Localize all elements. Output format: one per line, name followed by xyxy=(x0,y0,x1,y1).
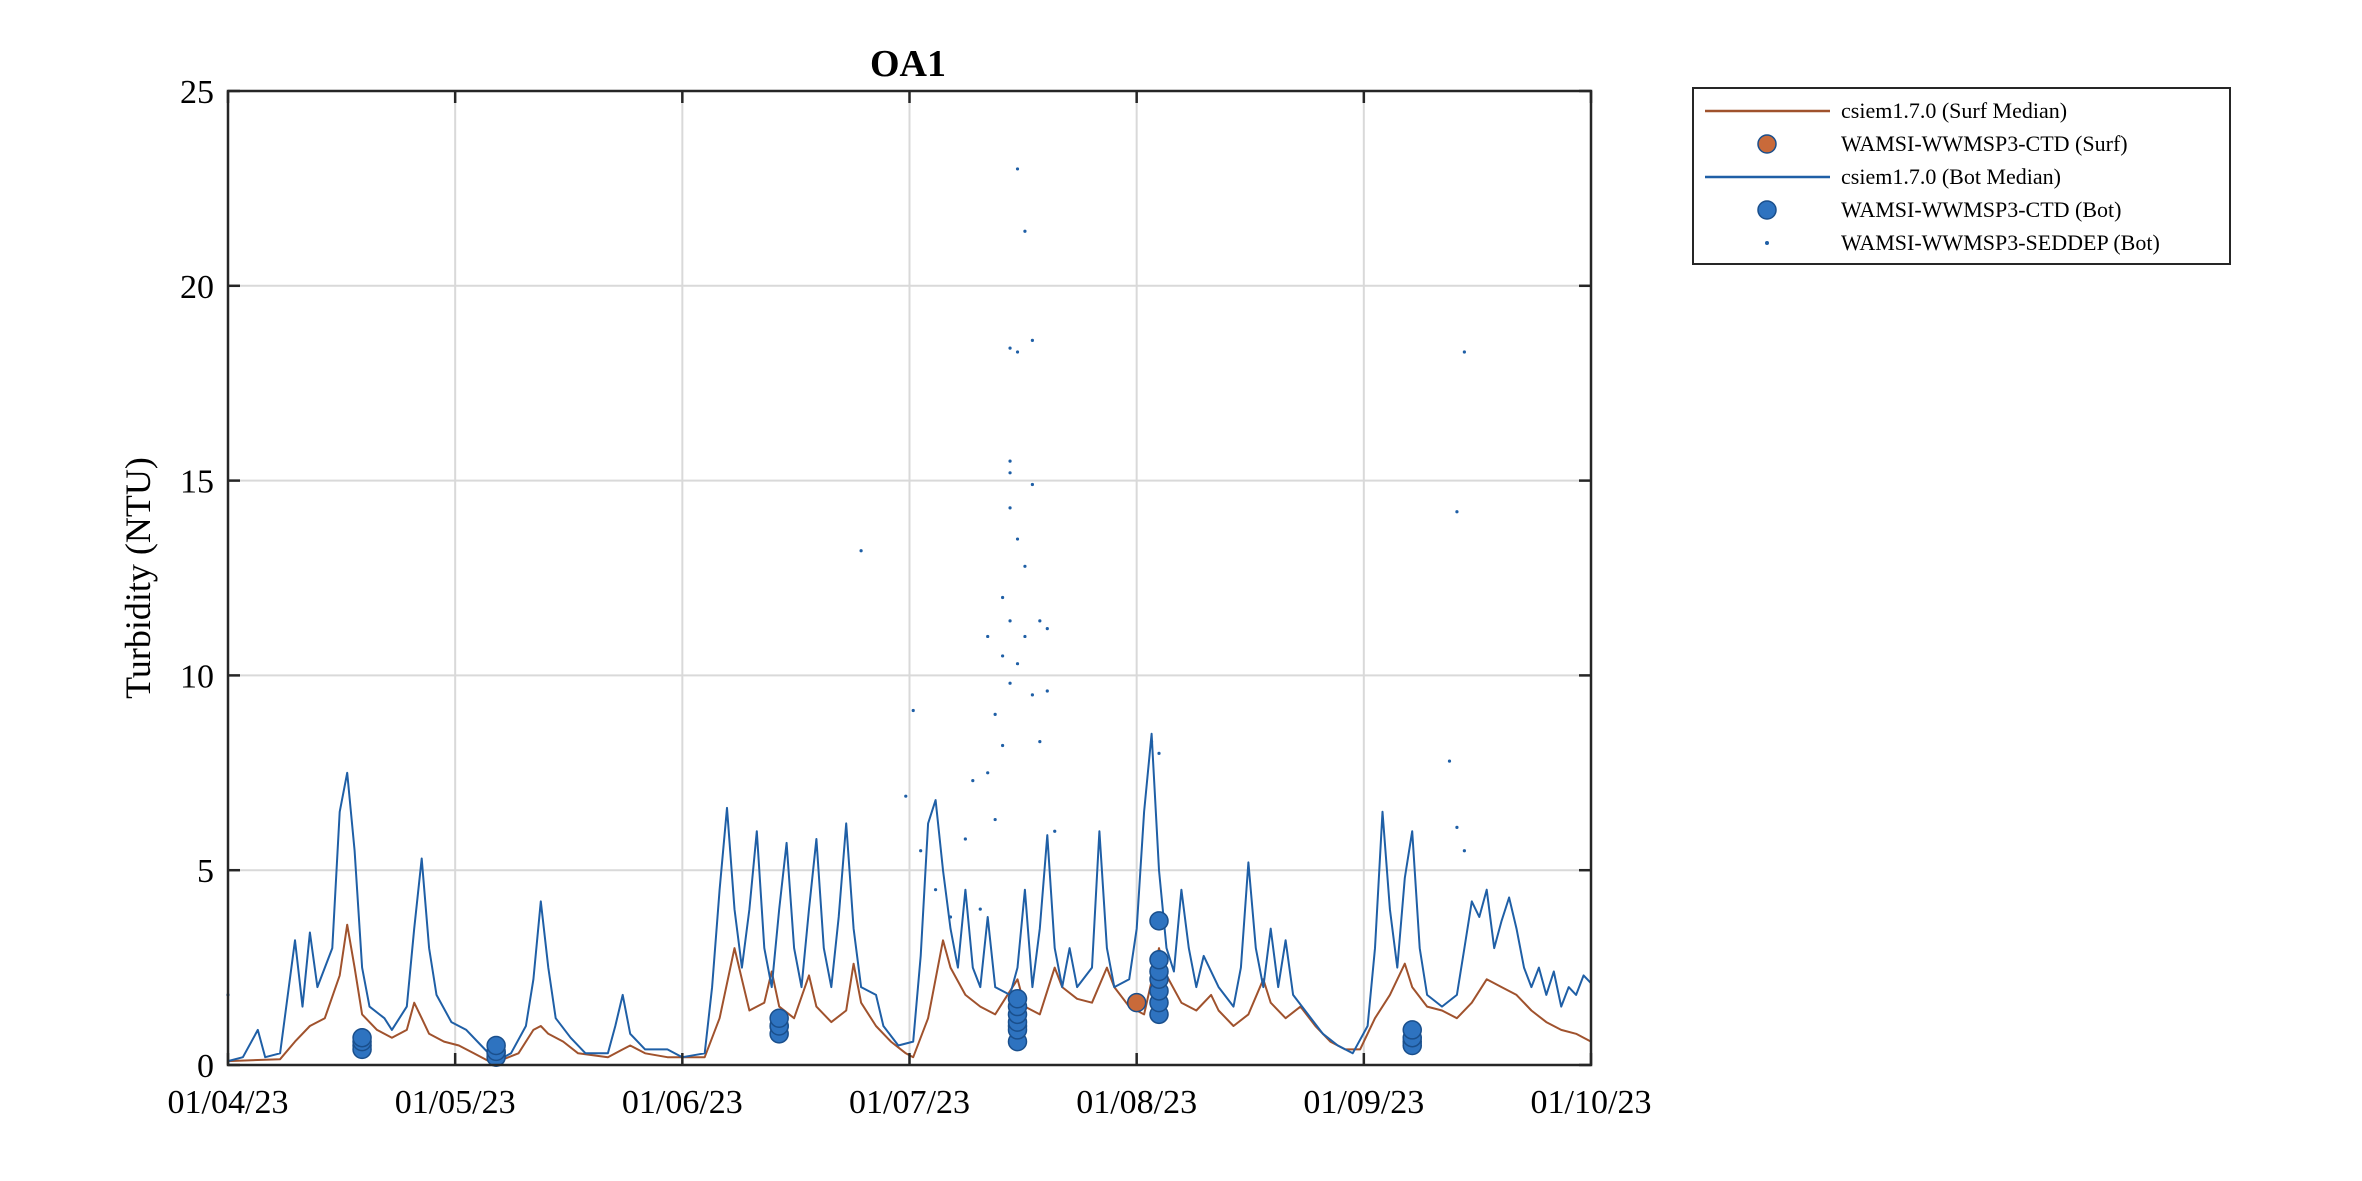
data-point xyxy=(1149,950,1169,970)
data-dot xyxy=(1015,167,1020,171)
legend-entry: csiem1.7.0 (Bot Median) xyxy=(1705,164,2061,189)
legend-entry: csiem1.7.0 (Surf Median) xyxy=(1705,98,2067,123)
data-point xyxy=(1126,992,1147,1013)
chart-title: OA1 xyxy=(870,43,946,85)
x-tick-label: 01/09/23 xyxy=(1303,1084,1424,1121)
data-dot xyxy=(971,778,975,783)
data-dot xyxy=(1008,681,1012,685)
data-dot xyxy=(1045,689,1049,693)
data-point xyxy=(1007,989,1028,1009)
data-dot xyxy=(1462,849,1466,853)
legend-label: WAMSI-WWMSP3-CTD (Surf) xyxy=(1841,131,2128,156)
legend-marker-swatch xyxy=(1757,200,1777,220)
series-2 xyxy=(227,732,1592,1063)
data-dot xyxy=(1008,459,1012,463)
data-dot xyxy=(1038,740,1042,744)
data-dot xyxy=(1455,510,1459,514)
data-dot xyxy=(986,771,990,775)
data-dot xyxy=(1001,595,1005,600)
legend-entry: WAMSI-WWMSP3-CTD (Surf) xyxy=(1757,131,2128,156)
data-dot xyxy=(911,708,915,713)
y-tick-label: 5 xyxy=(197,853,214,890)
data-dot xyxy=(993,817,997,822)
data-dot xyxy=(904,794,908,798)
data-dot xyxy=(1030,693,1034,697)
data-dot xyxy=(1447,759,1452,763)
data-series xyxy=(226,167,1592,1067)
data-dot xyxy=(1462,350,1466,354)
data-dot xyxy=(1008,506,1012,510)
y-tick-label: 0 xyxy=(197,1048,214,1085)
x-tick-label: 01/08/23 xyxy=(1076,1084,1197,1121)
data-dot xyxy=(1157,751,1161,755)
x-tick-label: 01/07/23 xyxy=(849,1084,970,1121)
legend-entry: WAMSI-WWMSP3-CTD (Bot) xyxy=(1757,197,2122,222)
y-tick-label: 10 xyxy=(180,658,214,695)
legend-label: csiem1.7.0 (Bot Median) xyxy=(1841,164,2061,189)
data-dot xyxy=(948,915,953,919)
data-dot xyxy=(1008,471,1012,475)
legend-dot-swatch xyxy=(1765,241,1769,245)
data-point xyxy=(352,1027,372,1048)
data-dot xyxy=(919,849,923,853)
data-dot xyxy=(1023,229,1027,233)
legend: csiem1.7.0 (Surf Median) WAMSI-WWMSP3-CTD… xyxy=(1692,87,2231,265)
legend-entry: WAMSI-WWMSP3-SEDDEP (Bot) xyxy=(1765,230,2160,255)
data-point xyxy=(1402,1020,1422,1040)
series-1 xyxy=(352,992,1422,1064)
data-dot xyxy=(1008,619,1012,623)
data-dot xyxy=(1038,619,1042,623)
data-dot xyxy=(978,907,982,911)
legend-label: csiem1.7.0 (Surf Median) xyxy=(1841,98,2067,123)
y-tick-label: 20 xyxy=(180,269,214,306)
series-line xyxy=(227,923,1592,1063)
data-dot xyxy=(1015,537,1020,541)
data-dot xyxy=(1023,564,1027,568)
legend-entries: csiem1.7.0 (Surf Median) WAMSI-WWMSP3-CTD… xyxy=(1705,98,2160,255)
y-tick-label: 15 xyxy=(180,464,214,501)
data-dot xyxy=(1149,740,1154,744)
y-tick-label: 25 xyxy=(180,74,214,111)
series-0 xyxy=(227,923,1592,1063)
data-dot xyxy=(993,712,997,716)
x-tick-label: 01/06/23 xyxy=(622,1084,743,1121)
data-dot xyxy=(1030,482,1034,487)
data-point xyxy=(769,1008,789,1028)
data-dot xyxy=(1008,346,1012,350)
x-tick-label: 01/10/23 xyxy=(1531,1084,1652,1121)
y-axis-label: Turbidity (NTU) xyxy=(118,457,158,699)
data-dot xyxy=(1001,654,1005,658)
series-line xyxy=(227,732,1592,1063)
axis-ticks: 01/04/23 01/05/23 01/06/23 01/07/23 01/08/23… xyxy=(168,74,1652,1121)
data-dot xyxy=(1045,627,1049,631)
data-dot xyxy=(1030,338,1034,342)
legend-marker-swatch xyxy=(1757,134,1777,154)
data-dot xyxy=(963,837,967,841)
data-dot xyxy=(1053,829,1057,833)
series-4 xyxy=(226,167,1466,997)
data-point xyxy=(486,1035,506,1056)
data-dot xyxy=(1015,350,1020,354)
data-dot xyxy=(1001,743,1005,748)
data-dot xyxy=(933,888,938,892)
series-3 xyxy=(352,911,1422,1067)
data-dot xyxy=(859,549,863,553)
legend-label: WAMSI-WWMSP3-CTD (Bot) xyxy=(1841,197,2122,222)
x-tick-label: 01/04/23 xyxy=(168,1084,289,1121)
legend-label: WAMSI-WWMSP3-SEDDEP (Bot) xyxy=(1841,230,2160,255)
data-dot xyxy=(1015,662,1020,666)
data-dot xyxy=(986,634,990,639)
grid-lines xyxy=(228,91,1591,1065)
data-dot xyxy=(1455,825,1459,829)
data-dot xyxy=(1023,634,1027,639)
data-point xyxy=(1149,911,1169,931)
x-tick-label: 01/05/23 xyxy=(395,1084,516,1121)
